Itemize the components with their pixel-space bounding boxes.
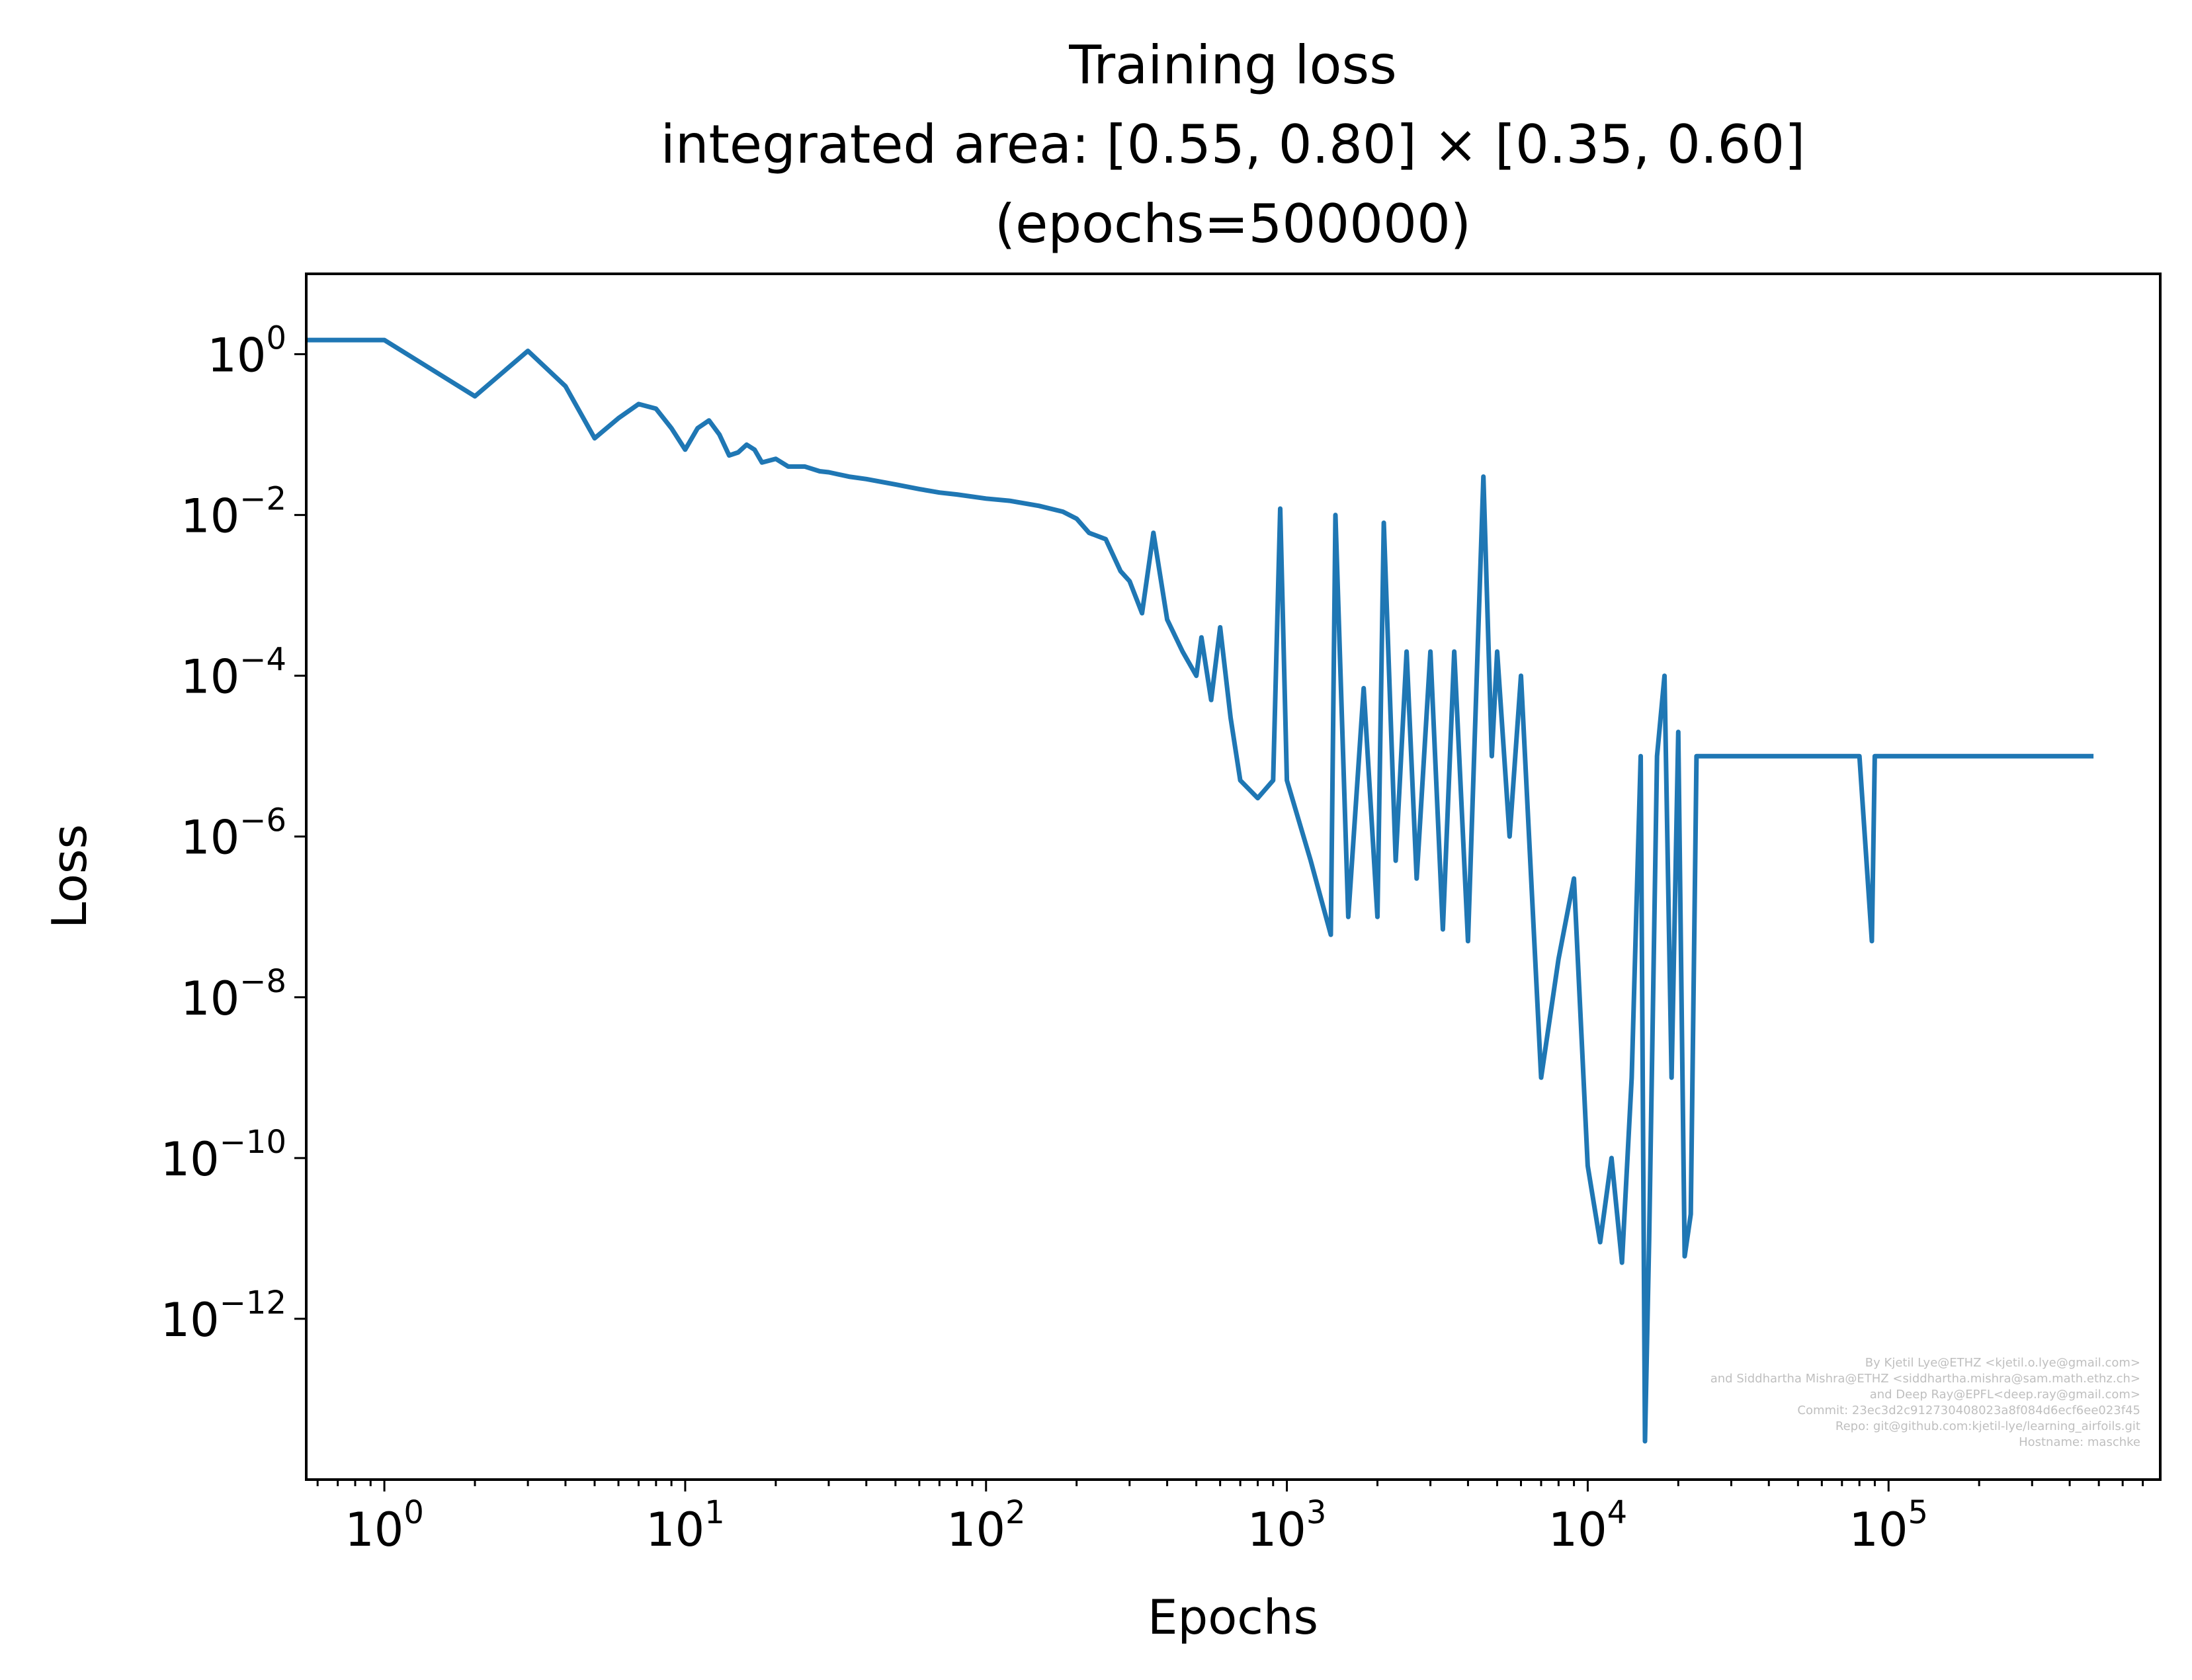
x-tick-label: 104 bbox=[1548, 1494, 1628, 1557]
chart-title-line-3: (epochs=500000) bbox=[995, 193, 1471, 255]
x-axis-label: Epochs bbox=[1148, 1589, 1318, 1645]
x-tick-label: 101 bbox=[646, 1494, 725, 1557]
credits-line: Hostname: maschke bbox=[2019, 1435, 2140, 1449]
credits-line: Repo: git@github.com:kjetil-lye/learning… bbox=[1835, 1419, 2140, 1433]
y-tick-label: 100 bbox=[207, 320, 286, 383]
x-tick-label: 105 bbox=[1849, 1494, 1928, 1557]
y-tick-label: 10−4 bbox=[181, 642, 286, 704]
x-tick-label: 100 bbox=[345, 1494, 424, 1557]
y-axis-ticks: 100 10−2 10−4 10−6 10−8 10−10 10−12 bbox=[161, 320, 306, 1347]
plot-area bbox=[306, 337, 2094, 1444]
y-tick-label: 10−2 bbox=[181, 481, 286, 544]
y-tick-label: 10−6 bbox=[181, 802, 286, 865]
credits-line: Commit: 23ec3d2c912730408023a8f084d6ecf6… bbox=[1797, 1404, 2140, 1417]
credits-line: By Kjetil Lye@ETHZ <kjetil.o.lye@gmail.c… bbox=[1865, 1356, 2140, 1370]
credits-line: and Siddhartha Mishra@ETHZ <siddhartha.m… bbox=[1710, 1372, 2140, 1386]
chart-title-line-2: integrated area: [0.55, 0.80] × [0.35, 0… bbox=[661, 114, 1806, 175]
axes-frame bbox=[305, 273, 2162, 1481]
credits-line: and Deep Ray@EPFL<deep.ray@gmail.com> bbox=[1870, 1388, 2140, 1402]
y-axis-label: Loss bbox=[42, 824, 97, 929]
chart-title-line-1: Training loss bbox=[1068, 34, 1397, 96]
x-axis-ticks: 100 101 102 103 104 105 bbox=[316, 1480, 2144, 1557]
y-tick-label: 10−10 bbox=[161, 1124, 286, 1187]
y-tick-label: 10−8 bbox=[181, 963, 286, 1026]
x-tick-label: 103 bbox=[1247, 1494, 1327, 1557]
y-tick-label: 10−12 bbox=[161, 1284, 286, 1347]
x-tick-label: 102 bbox=[947, 1494, 1026, 1557]
credits-watermark: By Kjetil Lye@ETHZ <kjetil.o.lye@gmail.c… bbox=[1710, 1356, 2140, 1449]
series-line-loss bbox=[306, 337, 2094, 1444]
